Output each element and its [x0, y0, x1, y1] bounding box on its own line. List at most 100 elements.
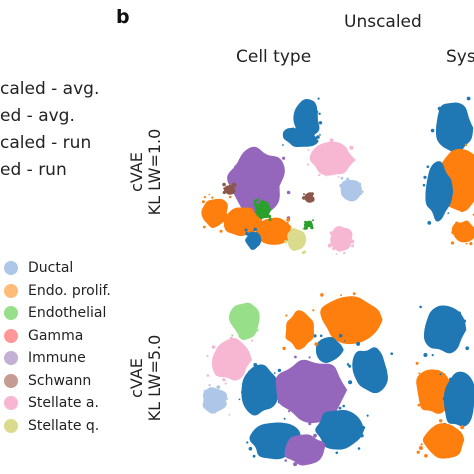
cluster-point [347, 188, 350, 190]
cluster-point [308, 422, 312, 426]
cluster-point [427, 221, 432, 225]
cluster-blob [306, 138, 356, 178]
cluster-point [246, 241, 250, 245]
cluster-point [301, 251, 305, 255]
cluster-point [253, 363, 258, 367]
cluster-point [460, 425, 465, 430]
cluster-point [316, 110, 319, 113]
cluster-point [304, 139, 308, 143]
cluster-point [213, 411, 216, 414]
cluster-point [285, 448, 290, 452]
cluster-point [364, 352, 367, 356]
cluster-blob [416, 419, 465, 459]
cluster-point [423, 353, 428, 357]
cluster-point [424, 454, 428, 458]
cluster-point [302, 343, 306, 347]
legend-item: Endothelial [4, 303, 106, 323]
cluster-point [469, 242, 473, 246]
cluster-point [464, 143, 468, 147]
cluster-point [417, 403, 421, 407]
cluster-shape [352, 347, 388, 394]
cluster-point [439, 306, 442, 309]
cluster-point [352, 334, 357, 338]
cluster-point [318, 121, 323, 125]
cluster-point [224, 382, 227, 385]
cluster-point [260, 233, 263, 236]
cluster-point [251, 305, 255, 309]
cluster-shape [255, 200, 272, 220]
cluster-point [216, 385, 221, 389]
cluster-point [304, 220, 307, 224]
row-title-kl-5-model: cVAE [127, 358, 146, 398]
cluster-point [337, 175, 340, 178]
cluster-point [312, 416, 314, 419]
row-title-kl-1: cVAE KL LW=1.0 [127, 122, 168, 222]
cluster-blob [328, 226, 355, 255]
cluster-point [228, 195, 232, 199]
cluster-point [450, 241, 455, 245]
cluster-point [320, 353, 322, 356]
cluster-point [335, 253, 338, 255]
metric-label-2: ed - avg. [0, 106, 75, 126]
cluster-point [431, 447, 435, 451]
cluster-blob [201, 193, 232, 229]
cluster-point [225, 397, 229, 400]
cluster-shape [309, 141, 356, 176]
cluster-point [272, 399, 276, 404]
cluster-point [302, 345, 305, 348]
legend-label: Stellate a. [28, 395, 99, 411]
cluster-point [231, 182, 236, 187]
cluster-point [294, 355, 297, 359]
cluster-point [248, 218, 250, 221]
cluster-shape [422, 423, 465, 459]
panel-label: b [116, 6, 130, 28]
cluster-point [241, 390, 244, 394]
cluster-shape [285, 310, 315, 350]
cluster-point [289, 451, 293, 454]
cluster-point [457, 422, 459, 425]
cluster-point [433, 204, 436, 207]
cluster-shape [320, 296, 383, 345]
legend-marker [4, 373, 18, 388]
cluster-point [464, 407, 468, 412]
cluster-point [286, 217, 290, 222]
cluster-blob [253, 198, 272, 222]
cluster-point [318, 449, 322, 452]
cluster-point [340, 176, 344, 180]
legend-label: Immune [28, 350, 86, 366]
cluster-point [226, 220, 230, 224]
cluster-blob [346, 341, 393, 394]
cluster-point [372, 363, 375, 366]
legend-item: Ductal [4, 258, 73, 278]
cluster-point [303, 223, 308, 227]
cluster-point [249, 160, 253, 164]
cluster-point [328, 243, 332, 248]
cluster-point [203, 196, 206, 199]
panel-header: Unscaled [344, 12, 422, 32]
cluster-point [276, 242, 279, 245]
cluster-point [302, 196, 306, 200]
legend-label: Schwann [28, 372, 92, 389]
cluster-point [244, 228, 248, 232]
cluster-point [359, 433, 364, 438]
cluster-point [251, 339, 254, 342]
cluster-point [310, 192, 314, 196]
cluster-point [346, 177, 350, 181]
cluster-point [303, 193, 305, 196]
cluster-point [311, 196, 315, 201]
cluster-point [465, 242, 468, 245]
cluster-point [356, 341, 361, 346]
cluster-point [351, 244, 354, 248]
cluster-point [248, 446, 253, 451]
cluster-point [297, 458, 302, 463]
cluster-point [436, 125, 440, 129]
cluster-point [449, 385, 453, 388]
legend-item: Endo. prolif. [4, 281, 111, 301]
cluster-point [431, 354, 434, 357]
cluster-point [339, 321, 341, 323]
cluster-point [324, 428, 327, 431]
cluster-point [332, 247, 336, 251]
cluster-point [348, 380, 353, 385]
cluster-point [302, 133, 305, 136]
cluster-shape [435, 102, 474, 155]
